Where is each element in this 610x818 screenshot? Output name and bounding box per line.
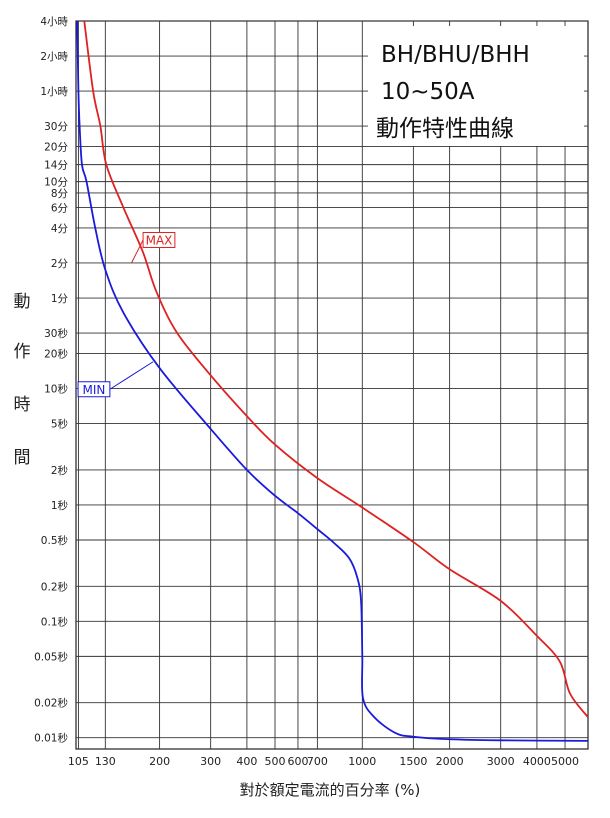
y-tick-label: 0.5秒 — [41, 534, 69, 547]
y-tick-label: 0.2秒 — [41, 580, 69, 593]
curve-min — [76, 21, 588, 742]
x-tick-label: 700 — [307, 755, 328, 768]
x-tick-label: 4000 — [523, 755, 551, 768]
title-background — [368, 26, 584, 146]
x-tick-label: 400 — [236, 755, 257, 768]
y-tick-label: 1分 — [51, 293, 69, 305]
label-min: MIN — [77, 361, 154, 398]
y-tick-label: 0.1秒 — [41, 615, 69, 628]
label-box — [77, 381, 111, 398]
y-tick-label: 8分 — [51, 188, 69, 200]
y-label-char: 作 — [14, 342, 31, 362]
y-tick-label: 10秒 — [44, 383, 68, 396]
y-label-char: 動 — [14, 292, 31, 312]
label-text: MAX — [146, 233, 173, 247]
curve-max — [83, 21, 588, 718]
x-tick-label: 600 — [287, 755, 308, 768]
y-tick-label: 2秒 — [51, 464, 69, 477]
series-labels: MAX MIN — [77, 231, 176, 398]
y-tick-label: 6分 — [51, 202, 69, 214]
title-line-2: 10~50A — [381, 79, 475, 105]
y-tick-label: 1小時 — [40, 86, 68, 98]
x-tick-label: 1000 — [348, 755, 376, 768]
y-tick-label: 20秒 — [44, 348, 68, 361]
x-tick-label: 500 — [265, 755, 286, 768]
x-tick-label: 5000 — [551, 755, 579, 768]
y-tick-label: 0.05秒 — [34, 650, 68, 663]
y-tick-label: 4分 — [51, 223, 69, 235]
y-tick-label: 2分 — [51, 258, 69, 270]
y-tick-label: 0.02秒 — [34, 697, 68, 710]
title-line-1: BH/BHU/BHH — [381, 42, 530, 68]
label-leader — [131, 239, 144, 264]
y-label-char: 時 — [14, 395, 31, 415]
chart-title: BH/BHU/BHH 10~50A 動作特性曲線 — [368, 26, 584, 146]
label-text: MIN — [83, 383, 106, 397]
x-tick-label: 1500 — [399, 755, 427, 768]
y-tick-label: 1秒 — [51, 499, 69, 512]
y-tick-label: 2小時 — [40, 51, 68, 63]
y-tick-label: 30分 — [44, 121, 68, 133]
y-tick-label: 10分 — [44, 177, 68, 189]
x-tick-label: 3000 — [487, 755, 515, 768]
x-axis-label: 對於額定電流的百分率 (%) — [240, 781, 421, 799]
x-tick-label: 300 — [200, 755, 221, 768]
title-line-3: 動作特性曲線 — [376, 116, 514, 142]
y-tick-label: 20分 — [44, 142, 68, 154]
y-label-char: 間 — [14, 448, 31, 468]
y-tick-label: 0.01秒 — [34, 732, 68, 745]
y-tick-label: 14分 — [44, 160, 68, 172]
label-leader — [109, 361, 154, 390]
label-box — [142, 231, 176, 248]
label-max: MAX — [131, 231, 176, 264]
x-tick-label: 130 — [95, 755, 116, 768]
x-tick-label: 105 — [68, 755, 89, 768]
y-tick-label: 30秒 — [44, 327, 68, 340]
chart-curves — [76, 21, 588, 742]
x-tick-label: 200 — [149, 755, 170, 768]
x-tick-label: 2000 — [436, 755, 464, 768]
y-tick-label: 4小時 — [40, 16, 68, 28]
y-tick-label: 5秒 — [51, 418, 69, 431]
